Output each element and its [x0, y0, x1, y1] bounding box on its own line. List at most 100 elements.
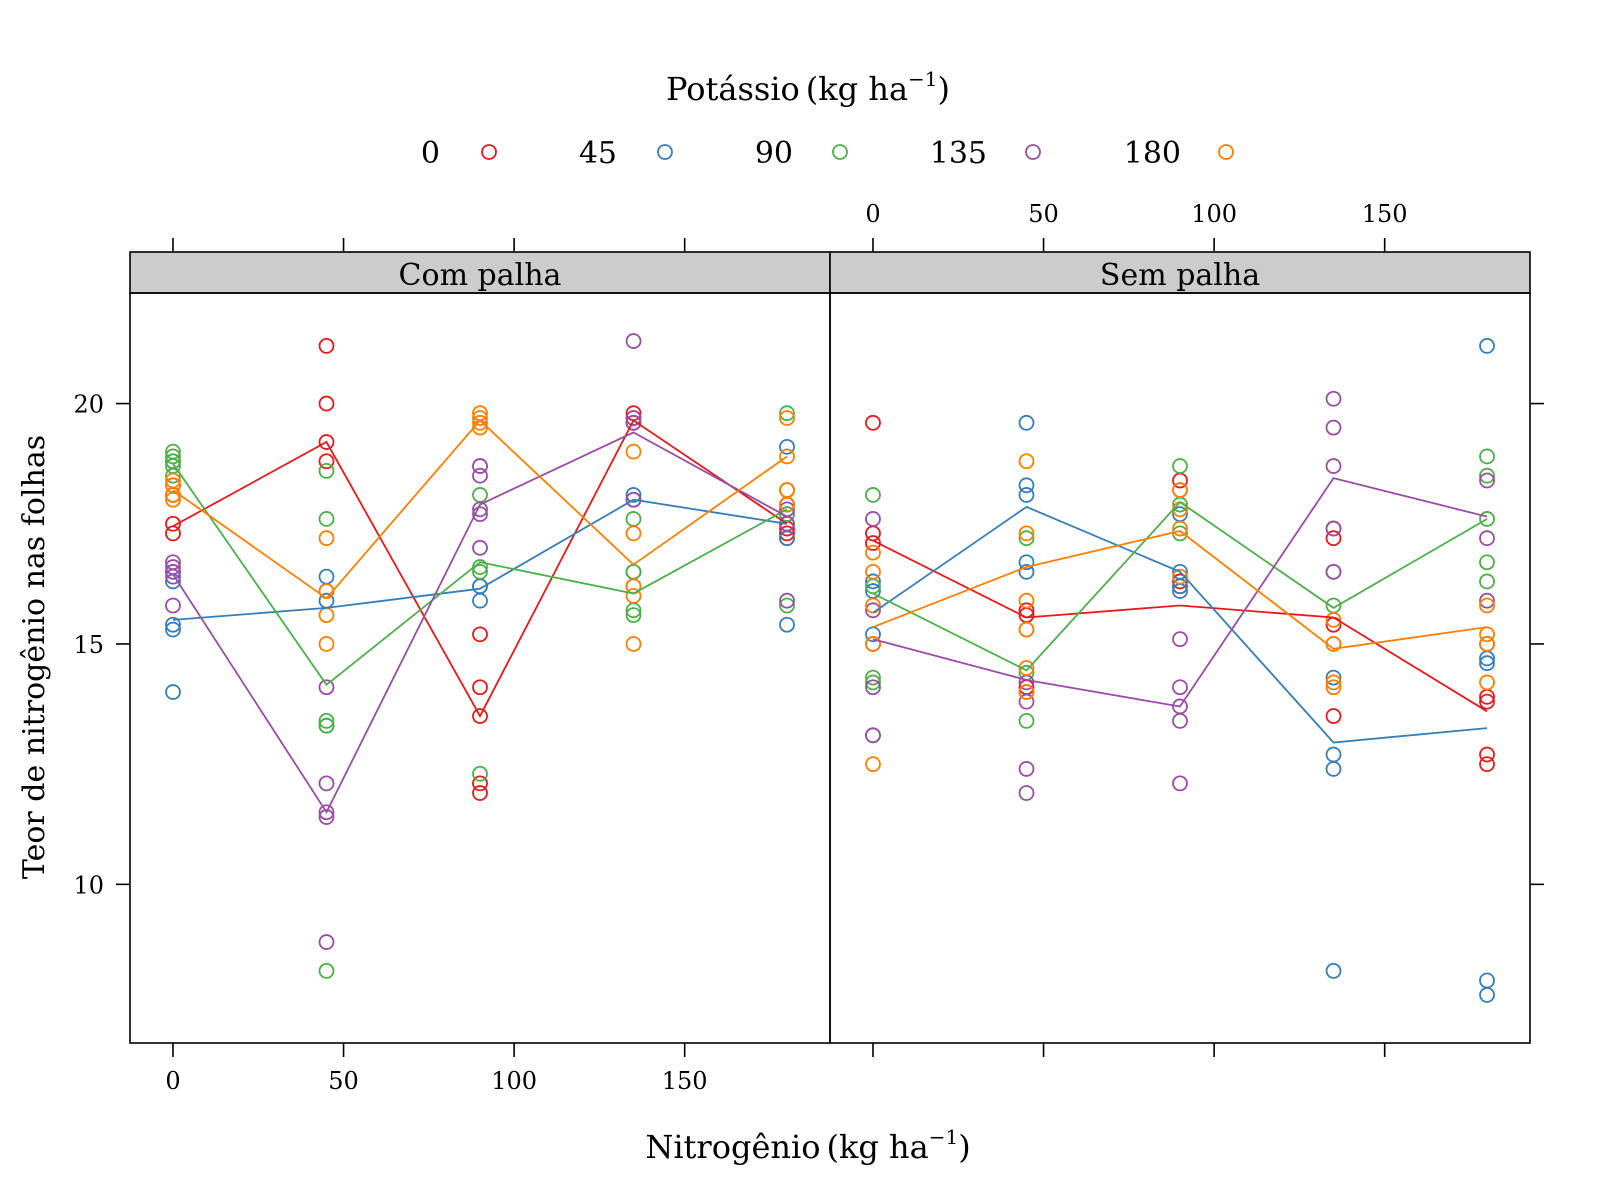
point-sem-palha-k180-n90-1	[1172, 520, 1188, 537]
point-sem-palha-k135-n90-3	[1172, 679, 1188, 696]
point-sem-palha-k180-n180-1	[1479, 636, 1495, 652]
point-com-palha-k90-n45-0	[318, 962, 335, 979]
point-sem-palha-k135-n45-2	[1018, 693, 1035, 710]
point-com-palha-k0-n45-0	[318, 453, 335, 470]
x-tick-label-top-50: 50	[1028, 200, 1059, 228]
plot-frame-sem-palha	[829, 292, 1531, 1044]
point-sem-palha-k135-n0-2	[865, 602, 881, 619]
point-sem-palha-k135-n90-4	[1172, 631, 1188, 648]
point-sem-palha-k45-n45-4	[1018, 414, 1035, 431]
point-sem-palha-k45-n45-0	[1018, 563, 1035, 580]
point-sem-palha-k0-n180-0	[1479, 756, 1495, 773]
point-sem-palha-k45-n45-1	[1018, 554, 1035, 571]
x-tick-label-bottom-0: 0	[165, 1067, 180, 1095]
point-com-palha-k45-n0-0	[165, 684, 181, 700]
strip-label-com-palha: Com palha	[399, 258, 562, 293]
point-com-palha-k135-n45-0	[318, 934, 335, 950]
point-com-palha-k45-n135-3	[625, 487, 642, 503]
x-axis-label-exponent: −1	[929, 1125, 958, 1149]
point-com-palha-k0-n45-2	[318, 395, 335, 412]
x-axis-label: Nitrogênio (kg ha−1)	[645, 1125, 970, 1166]
legend-label-45: 45	[579, 136, 617, 171]
panels: Com palha Sem palha	[129, 251, 1531, 1044]
point-com-palha-k45-n0-2	[165, 616, 181, 633]
point-com-palha-k90-n180-0	[779, 597, 795, 614]
strip-sem-palha	[829, 251, 1531, 294]
point-sem-palha-k135-n45-1	[1018, 761, 1035, 777]
mean-line-sem-palha-k180	[872, 530, 1488, 650]
point-com-palha-k180-n45-2	[318, 583, 335, 599]
mean-line-sem-palha-k135	[872, 477, 1488, 708]
point-sem-palha-k90-n180-2	[1479, 511, 1495, 527]
legend-marker-45	[657, 144, 673, 160]
point-com-palha-k135-n0-2	[165, 563, 181, 580]
panel-sem-palha: Sem palha	[829, 251, 1531, 1044]
legend-label-180: 180	[1124, 136, 1181, 171]
point-com-palha-k90-n90-1	[472, 563, 488, 580]
point-sem-palha-k135-n45-0	[1018, 785, 1035, 801]
legend-marker-0	[481, 144, 497, 160]
point-com-palha-k180-n135-3	[625, 525, 642, 542]
x-axis-label-main: Nitrogênio	[645, 1128, 820, 1166]
point-sem-palha-k90-n180-4	[1479, 448, 1495, 465]
point-com-palha-k0-n90-3	[472, 679, 488, 696]
point-com-palha-k0-n90-4	[472, 626, 488, 643]
point-com-palha-k135-n135-3	[625, 333, 642, 349]
point-com-palha-k0-n90-2	[472, 708, 488, 724]
point-com-palha-k45-n0-1	[165, 621, 181, 638]
mean-line-sem-palha-k45	[872, 505, 1488, 744]
panel-com-palha: Com palha	[129, 251, 831, 1044]
point-sem-palha-k0-n0-2	[865, 525, 881, 542]
point-com-palha-k90-n45-1	[318, 717, 335, 734]
point-sem-palha-k180-n45-4	[1018, 525, 1035, 542]
point-sem-palha-k90-n0-3	[865, 487, 881, 503]
point-sem-palha-k90-n45-0	[1018, 712, 1035, 729]
point-sem-palha-k45-n180-1	[1479, 972, 1495, 989]
point-com-palha-k180-n180-1	[779, 482, 795, 499]
point-com-palha-k90-n135-3	[625, 511, 642, 527]
point-sem-palha-k45-n45-3	[1018, 477, 1035, 494]
point-com-palha-k135-n45-2	[318, 804, 335, 821]
point-com-palha-k180-n135-4	[625, 443, 642, 460]
point-sem-palha-k135-n180-0	[1479, 592, 1495, 609]
point-com-palha-k135-n135-2	[625, 410, 642, 426]
point-sem-palha-k135-n135-3	[1325, 419, 1342, 436]
point-com-palha-k0-n45-3	[318, 337, 335, 354]
point-com-palha-k90-n0-4	[165, 443, 181, 460]
point-com-palha-k135-n45-3	[318, 775, 335, 792]
point-com-palha-k0-n0-1	[165, 515, 181, 532]
point-sem-palha-k90-n45-3	[1018, 530, 1035, 547]
point-com-palha-k45-n90-0	[472, 592, 488, 609]
point-sem-palha-k45-n135-3	[1325, 669, 1342, 686]
point-sem-palha-k45-n180-2	[1479, 655, 1495, 672]
point-com-palha-k45-n180-5	[779, 438, 795, 455]
point-com-palha-k180-n45-1	[318, 607, 335, 624]
point-sem-palha-k0-n180-1	[1479, 746, 1495, 763]
point-com-palha-k90-n135-2	[625, 563, 642, 580]
point-com-palha-k180-n0-3	[165, 477, 181, 494]
point-sem-palha-k135-n135-1	[1325, 520, 1342, 537]
point-sem-palha-k135-n0-3	[865, 511, 881, 527]
point-sem-palha-k135-n90-1	[1172, 712, 1188, 729]
point-com-palha-k90-n45-3	[318, 511, 335, 527]
point-com-palha-k0-n90-1	[472, 775, 488, 792]
point-sem-palha-k180-n90-3	[1172, 482, 1188, 499]
point-sem-palha-k90-n0-0	[865, 674, 881, 691]
point-sem-palha-k0-n0-3	[865, 414, 881, 431]
point-sem-palha-k135-n135-0	[1325, 563, 1342, 580]
x-tick-label-top-100: 100	[1191, 200, 1237, 228]
x-axis-label-unit: kg ha	[839, 1128, 929, 1166]
point-com-palha-k180-n135-0	[625, 636, 642, 652]
point-sem-palha-k180-n45-5	[1018, 453, 1035, 470]
point-sem-palha-k0-n135-0	[1325, 708, 1342, 724]
y-tick-label-20: 20	[73, 391, 104, 419]
point-sem-palha-k180-n135-3	[1325, 612, 1342, 628]
legend-title-exponent: −1	[908, 67, 937, 91]
point-sem-palha-k45-n135-0	[1325, 962, 1342, 979]
point-sem-palha-k180-n0-3	[865, 563, 881, 580]
y-tick-label-15: 15	[73, 631, 104, 659]
point-com-palha-k135-n45-1	[318, 809, 335, 825]
point-com-palha-k135-n90-4	[472, 458, 488, 474]
strip-label-sem-palha: Sem palha	[1100, 258, 1260, 293]
